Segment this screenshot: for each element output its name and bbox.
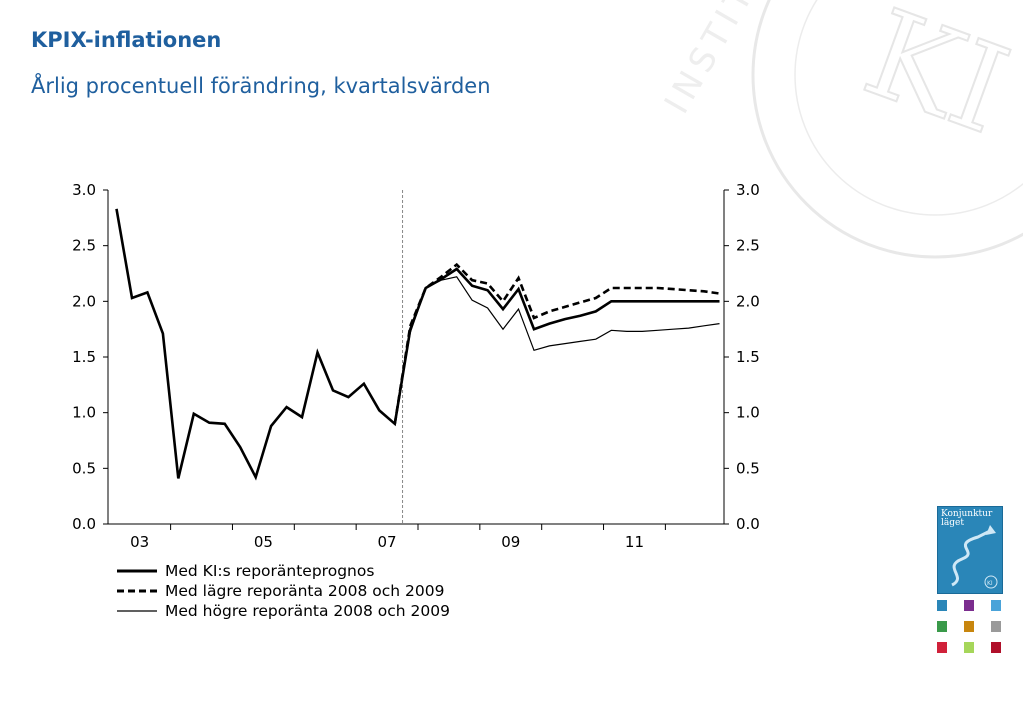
- edition-swatch: [964, 600, 974, 611]
- legend-label: Med högre reporänta 2008 och 2009: [165, 602, 450, 620]
- y-tick-label-right: 1.0: [736, 404, 760, 422]
- y-tick-label-left: 3.0: [72, 181, 96, 199]
- logo-text: Konjunktur läget: [941, 510, 992, 528]
- legend-label: Med lägre reporänta 2008 och 2009: [165, 582, 445, 600]
- edition-swatch: [991, 621, 1001, 632]
- chart-legend: Med KI:s reporänteprognos Med lägre repo…: [117, 561, 450, 621]
- x-tick-label: 11: [625, 533, 644, 551]
- y-tick-label-left: 1.0: [72, 404, 96, 422]
- legend-swatch-solid-thin: [117, 610, 157, 612]
- legend-swatch-solid-thick: [117, 569, 157, 573]
- edition-swatch: [964, 621, 974, 632]
- logo-badge: KI: [987, 580, 993, 587]
- y-tick-label-right: 0.0: [736, 515, 760, 533]
- y-tick-label-right: 3.0: [736, 181, 760, 199]
- series-line-0: [115, 208, 720, 481]
- edition-swatch: [937, 621, 947, 632]
- chart-plot-area: [115, 208, 720, 481]
- edition-swatch: [937, 600, 947, 611]
- series-line-2: [394, 276, 720, 424]
- legend-swatch-dashed-thick: [117, 589, 157, 593]
- legend-item-ki-prognos: Med KI:s reporänteprognos: [117, 561, 450, 581]
- y-tick-label-left: 2.0: [72, 292, 96, 310]
- x-tick-label: 09: [501, 533, 520, 551]
- edition-swatch: [991, 600, 1001, 611]
- page-subtitle: Årlig procentuell förändring, kvartalsvä…: [31, 74, 491, 98]
- legend-label: Med KI:s reporänteprognos: [165, 562, 375, 580]
- page-title: KPIX-inflationen: [31, 28, 222, 52]
- konjunkturlaget-logo: Konjunktur läget KI: [937, 506, 1003, 594]
- logo-arrow-icon: KI: [951, 525, 998, 589]
- y-tick-label-right: 2.5: [736, 237, 760, 255]
- y-tick-label-right: 2.0: [736, 292, 760, 310]
- legend-item-hogre-reporanta: Med högre reporänta 2008 och 2009: [117, 601, 450, 621]
- edition-swatch: [937, 642, 947, 653]
- chart-axes: 0.0 0.0 0.5 0.5 1.0 1.0 1.5 1.5 2.0 2.0 2.5 2.5 3.0 3…: [72, 181, 760, 551]
- y-tick-label-left: 2.5: [72, 237, 96, 255]
- series-line-1: [393, 262, 720, 425]
- y-tick-label-right: 0.5: [736, 459, 760, 477]
- y-tick-label-right: 1.5: [736, 348, 760, 366]
- legend-item-lagre-reporanta: Med lägre reporänta 2008 och 2009: [117, 581, 450, 601]
- x-tick-label: 07: [378, 533, 397, 551]
- x-tick-label: 03: [130, 533, 149, 551]
- logo-text-line2: läget: [941, 518, 964, 528]
- y-tick-label-left: 1.5: [72, 348, 96, 366]
- x-tick-label: 05: [254, 533, 273, 551]
- edition-swatch: [964, 642, 974, 653]
- y-tick-label-left: 0.5: [72, 459, 96, 477]
- edition-swatch: [991, 642, 1001, 653]
- logo-text-line1: Konjunktur: [941, 509, 993, 519]
- y-tick-label-left: 0.0: [72, 515, 96, 533]
